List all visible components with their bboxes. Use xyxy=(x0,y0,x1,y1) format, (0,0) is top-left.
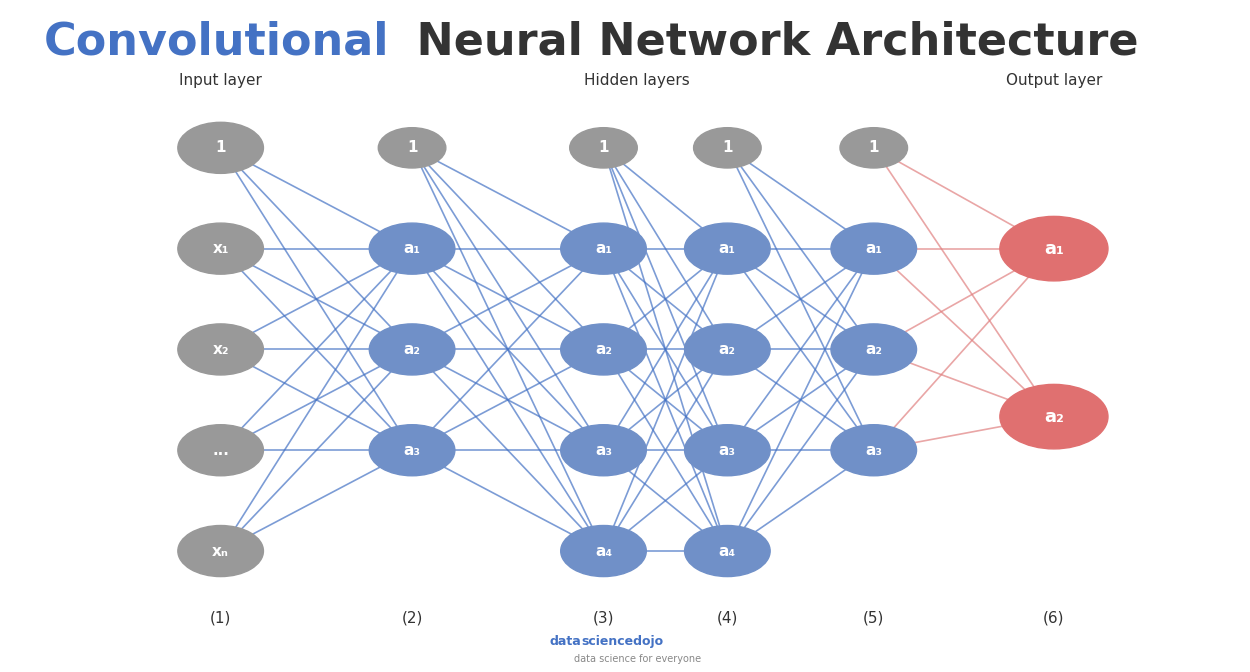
Text: data science for everyone: data science for everyone xyxy=(574,654,701,663)
Circle shape xyxy=(685,324,770,375)
Text: Convolutional: Convolutional xyxy=(44,20,390,63)
Circle shape xyxy=(177,223,264,274)
Text: x₂: x₂ xyxy=(213,342,229,357)
Text: a₂: a₂ xyxy=(719,342,736,357)
Circle shape xyxy=(369,425,455,476)
Text: a₂: a₂ xyxy=(865,342,882,357)
Circle shape xyxy=(840,128,907,168)
Text: a₃: a₃ xyxy=(595,443,612,458)
Text: a₄: a₄ xyxy=(719,544,736,558)
Text: (4): (4) xyxy=(716,611,737,626)
Circle shape xyxy=(685,425,770,476)
Circle shape xyxy=(177,122,264,173)
Text: 1: 1 xyxy=(599,140,609,155)
Circle shape xyxy=(685,526,770,577)
Circle shape xyxy=(831,324,916,375)
Text: (1): (1) xyxy=(210,611,231,626)
Circle shape xyxy=(561,223,646,274)
Circle shape xyxy=(694,128,761,168)
Text: 1: 1 xyxy=(406,140,418,155)
Text: a₄: a₄ xyxy=(595,544,612,558)
Text: a₂: a₂ xyxy=(595,342,612,357)
Text: Hidden layers: Hidden layers xyxy=(585,73,690,88)
Text: a₂: a₂ xyxy=(404,342,420,357)
Circle shape xyxy=(831,425,916,476)
Text: Neural Network Architecture: Neural Network Architecture xyxy=(401,20,1139,63)
Circle shape xyxy=(177,425,264,476)
Text: (2): (2) xyxy=(401,611,422,626)
Text: sciencedojo: sciencedojo xyxy=(581,635,662,648)
Circle shape xyxy=(561,425,646,476)
Text: 1: 1 xyxy=(215,140,226,155)
Circle shape xyxy=(177,526,264,577)
Text: ...: ... xyxy=(213,443,229,458)
Text: a₁: a₁ xyxy=(719,241,736,256)
Text: a₁: a₁ xyxy=(595,241,612,256)
Text: a₃: a₃ xyxy=(404,443,421,458)
Circle shape xyxy=(369,324,455,375)
Circle shape xyxy=(177,324,264,375)
Text: (5): (5) xyxy=(862,611,885,626)
Text: 1: 1 xyxy=(722,140,732,155)
Text: xₙ: xₙ xyxy=(213,544,229,558)
Text: (3): (3) xyxy=(592,611,614,626)
Circle shape xyxy=(1000,216,1108,281)
Text: a₁: a₁ xyxy=(404,241,420,256)
Text: (6): (6) xyxy=(1044,611,1065,626)
Text: x₁: x₁ xyxy=(213,241,229,256)
Text: a₂: a₂ xyxy=(1044,408,1064,425)
Text: a₃: a₃ xyxy=(719,443,736,458)
Text: data: data xyxy=(549,635,581,648)
Circle shape xyxy=(369,223,455,274)
Text: Input layer: Input layer xyxy=(179,73,262,88)
Text: a₁: a₁ xyxy=(1044,240,1064,257)
Text: 1: 1 xyxy=(869,140,879,155)
Circle shape xyxy=(379,128,446,168)
Circle shape xyxy=(1000,384,1108,449)
Text: Output layer: Output layer xyxy=(1006,73,1102,88)
Text: a₃: a₃ xyxy=(865,443,882,458)
Text: a₁: a₁ xyxy=(865,241,882,256)
Circle shape xyxy=(561,324,646,375)
Circle shape xyxy=(831,223,916,274)
Circle shape xyxy=(685,223,770,274)
Circle shape xyxy=(561,526,646,577)
Circle shape xyxy=(570,128,638,168)
